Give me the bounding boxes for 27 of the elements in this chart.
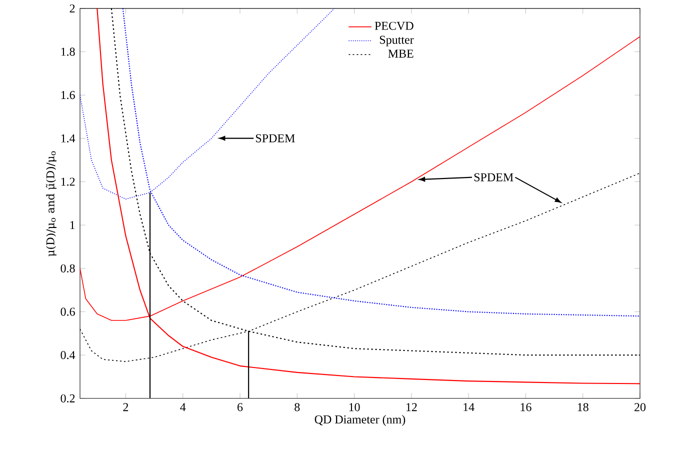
y-axis-title: μ(D)/μ$_{o}$ and μ̃(D)/μ$_{o}$: [46, 151, 56, 256]
legend-label: Sputter: [380, 36, 414, 46]
y-tick-label: 1.8: [61, 47, 75, 56]
annotation: SPDEM: [474, 173, 514, 182]
x-tick-label: 14: [464, 402, 474, 411]
y-tick-label: 0.6: [60, 307, 75, 316]
y-tick-label: 1: [70, 220, 75, 229]
y-tick-label: 1.6: [61, 90, 75, 99]
x-tick-label: 6: [238, 402, 243, 411]
y-tick-label: 0.8: [60, 264, 75, 272]
x-tick-label: 20: [634, 402, 646, 412]
x-tick-label: 16: [520, 402, 532, 411]
x-tick-label: 8: [294, 402, 300, 412]
y-tick-label: 2: [70, 4, 75, 12]
y-tick-label: 0.2: [60, 394, 75, 402]
legend-label: MBE: [388, 50, 414, 58]
x-tick-label: 18: [578, 402, 588, 412]
x-tick-label: 2: [123, 402, 128, 411]
x-axis-title: QD Diameter (nm): [314, 414, 406, 426]
legend-label: PECVD: [374, 22, 414, 30]
y-tick-label: 0.4: [60, 350, 76, 359]
x-tick-label: 4: [180, 402, 186, 411]
annotation: SPDEM: [256, 134, 295, 142]
x-tick-label: 12: [406, 402, 417, 411]
y-tick-label: 1.4: [61, 134, 76, 142]
x-tick-label: 10: [349, 402, 360, 412]
y-tick-label: 1.2: [61, 177, 75, 186]
